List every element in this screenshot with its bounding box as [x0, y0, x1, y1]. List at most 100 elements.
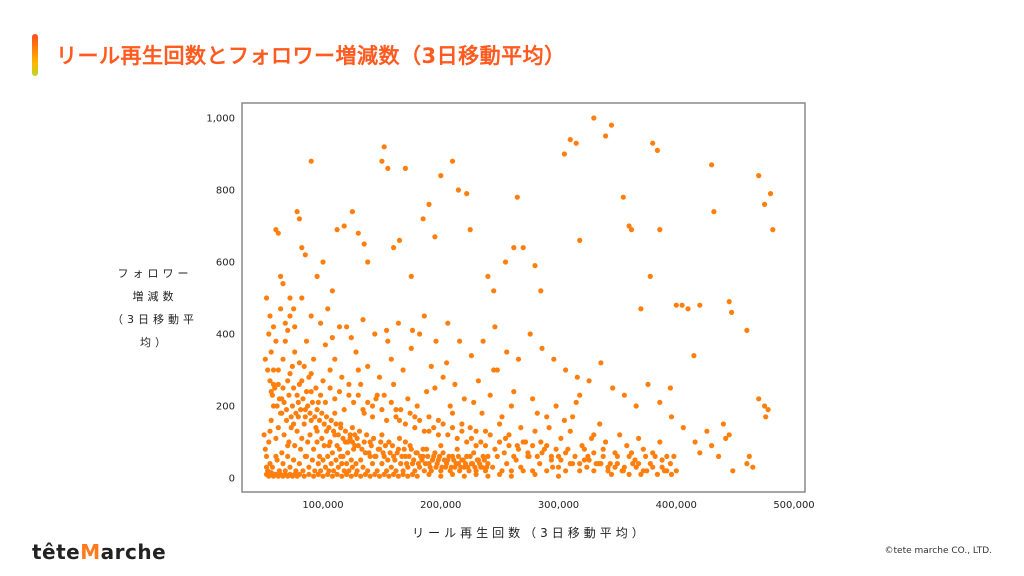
- data-point: [327, 367, 333, 373]
- data-point: [281, 432, 287, 438]
- data-point: [614, 453, 621, 459]
- data-point: [262, 446, 268, 452]
- data-point: [600, 453, 606, 459]
- data-point: [471, 450, 477, 456]
- x-tick-label: 100,000: [302, 500, 343, 511]
- data-point: [428, 363, 434, 369]
- data-point: [312, 468, 318, 474]
- logo-text-suffix: arche: [100, 540, 167, 564]
- data-point: [591, 115, 597, 121]
- data-point: [650, 464, 656, 470]
- data-point: [349, 209, 355, 215]
- data-point: [485, 453, 491, 459]
- data-point: [393, 414, 399, 420]
- data-point: [458, 464, 464, 470]
- company-logo: têteMarche: [32, 540, 166, 564]
- data-point: [439, 464, 445, 470]
- data-point: [464, 439, 470, 445]
- data-point: [335, 432, 341, 438]
- data-point: [323, 414, 330, 420]
- data-point: [767, 191, 774, 197]
- data-point: [334, 471, 340, 477]
- data-point: [405, 473, 411, 479]
- data-point: [432, 450, 438, 456]
- data-point: [285, 453, 291, 459]
- data-point: [261, 432, 267, 438]
- data-point: [326, 425, 332, 431]
- data-point: [573, 140, 579, 146]
- data-point: [539, 450, 545, 456]
- data-point: [396, 435, 403, 441]
- data-point: [345, 439, 351, 445]
- data-point: [555, 473, 562, 479]
- data-point: [307, 410, 313, 416]
- data-point: [561, 151, 568, 157]
- data-point: [299, 378, 305, 384]
- data-point: [355, 230, 361, 236]
- data-point: [480, 338, 486, 344]
- data-point: [667, 461, 674, 467]
- data-point: [365, 363, 371, 369]
- data-point: [417, 417, 423, 423]
- data-point: [577, 468, 583, 474]
- data-point: [361, 241, 367, 247]
- data-point: [520, 439, 526, 445]
- data-point: [448, 464, 454, 470]
- data-point: [381, 392, 387, 398]
- data-point: [595, 461, 602, 467]
- data-point: [368, 443, 374, 449]
- data-point: [280, 385, 286, 391]
- data-point: [311, 446, 317, 452]
- data-point: [322, 464, 328, 470]
- data-point: [765, 407, 771, 413]
- data-point: [341, 223, 347, 229]
- data-point: [379, 461, 385, 467]
- data-point: [319, 410, 325, 416]
- data-point: [278, 273, 284, 279]
- data-point: [296, 216, 302, 222]
- data-point: [293, 410, 299, 416]
- data-point: [762, 201, 768, 207]
- data-point: [280, 281, 286, 287]
- data-point: [561, 417, 568, 423]
- data-point: [497, 471, 503, 477]
- data-point: [308, 417, 314, 423]
- data-point: [388, 356, 394, 362]
- data-point: [305, 403, 311, 409]
- data-point: [349, 464, 355, 470]
- data-point: [402, 421, 408, 427]
- data-point: [544, 468, 550, 474]
- data-point: [421, 313, 427, 319]
- data-point: [365, 399, 371, 405]
- data-point: [280, 461, 286, 467]
- data-point: [268, 349, 274, 355]
- data-point: [287, 464, 293, 470]
- data-point: [726, 432, 732, 438]
- data-point: [626, 471, 632, 477]
- data-point: [355, 367, 361, 373]
- data-point: [356, 428, 363, 434]
- y-axis-label: フォロワー 増減数 （3日移動平均）: [100, 262, 210, 354]
- data-point: [344, 471, 350, 477]
- data-point: [299, 435, 305, 441]
- data-point: [534, 410, 540, 416]
- data-point: [287, 371, 293, 377]
- data-point: [537, 461, 543, 467]
- y-tick-label: 600: [216, 258, 235, 269]
- data-point: [445, 432, 451, 438]
- data-point: [538, 288, 544, 294]
- data-point: [553, 403, 559, 409]
- data-point: [308, 389, 314, 395]
- data-point: [385, 457, 391, 463]
- data-point: [315, 471, 321, 477]
- data-point: [345, 450, 351, 456]
- data-point: [336, 446, 343, 452]
- data-point: [379, 407, 385, 413]
- data-point: [438, 173, 444, 179]
- data-point: [633, 403, 639, 409]
- data-point: [360, 317, 366, 323]
- data-point: [328, 417, 334, 423]
- data-point: [620, 194, 626, 200]
- data-point: [400, 468, 406, 474]
- data-point: [424, 389, 430, 395]
